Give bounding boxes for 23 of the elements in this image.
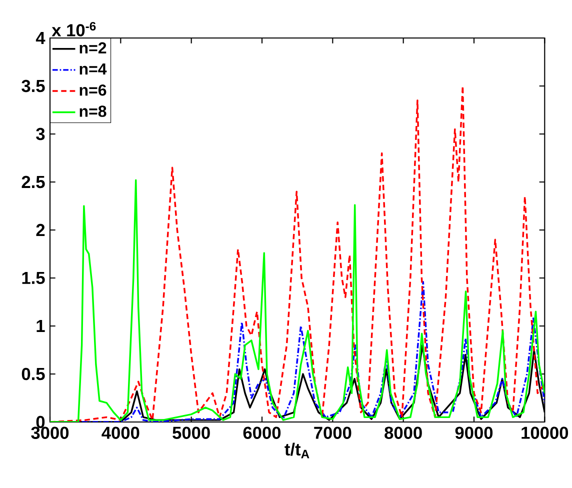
y-tick-label: 2.5 — [22, 176, 45, 188]
y-tick-label: 4 — [36, 32, 46, 44]
y-tick-label: 2 — [36, 224, 45, 236]
legend-label: n=2 — [80, 42, 106, 54]
y-tick-label: 0.5 — [22, 368, 45, 380]
x-tick-label: 7000 — [314, 426, 352, 439]
x-tick-label: 5000 — [172, 426, 210, 439]
x-tick-label: 6000 — [243, 426, 281, 439]
x-tick-label: 4000 — [102, 426, 140, 439]
y-tick-label: 3.5 — [22, 80, 45, 92]
x-axis-title: t/t$_{A}$ — [284, 442, 310, 458]
x-tick-label: 10000 — [522, 426, 568, 439]
legend-label: n=8 — [80, 106, 106, 117]
x-tick-label: 3000 — [31, 426, 69, 439]
y-tick-label: 3 — [36, 128, 45, 140]
y-tick-label: 1 — [36, 320, 45, 332]
x-tick-label: 9000 — [455, 426, 493, 439]
y-tick-label: 1.5 — [22, 272, 45, 284]
x-tick-label: 8000 — [384, 426, 422, 439]
legend-label: n=6 — [80, 84, 106, 96]
text: x 10$^{-6}$ — [52, 22, 96, 36]
legend-label: n=4 — [80, 63, 107, 74]
y-tick-label: 0 — [36, 416, 45, 428]
